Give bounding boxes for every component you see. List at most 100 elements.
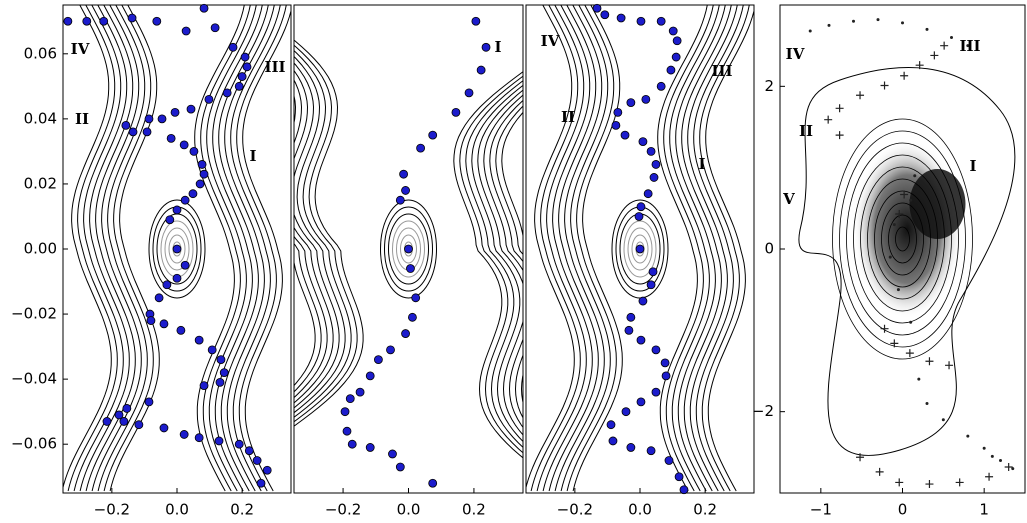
plus-marker: [824, 115, 833, 124]
dot-marker: [827, 23, 831, 27]
point: [146, 316, 156, 325]
point: [159, 319, 169, 329]
annotation: II: [561, 108, 575, 126]
contour: [459, 75, 523, 454]
plus-marker: [890, 339, 899, 348]
dot-marker: [966, 44, 970, 48]
point: [416, 143, 426, 153]
contour: [846, 142, 959, 336]
point: [613, 107, 623, 117]
point: [189, 146, 199, 156]
point: [219, 368, 229, 378]
point: [172, 244, 182, 254]
annotation: I: [249, 147, 256, 165]
y-tick-label: 0: [764, 240, 774, 258]
plus-marker: [900, 190, 909, 199]
contour: [242, 8, 291, 492]
point: [194, 433, 204, 443]
dot-marker: [896, 288, 900, 292]
annotation: I: [698, 155, 705, 173]
plus-marker: [985, 472, 994, 481]
point: [159, 423, 169, 433]
point: [180, 195, 190, 205]
point: [144, 114, 154, 124]
contours: [63, 5, 291, 492]
contour: [542, 5, 593, 492]
x-tick-label: 0.0: [628, 501, 652, 519]
contour: [705, 8, 754, 492]
dot-marker: [852, 19, 855, 23]
x-tick-label: 0.2: [693, 501, 717, 519]
point: [641, 94, 651, 104]
point: [636, 202, 646, 212]
point: [668, 26, 678, 36]
plus-marker: [925, 357, 934, 366]
y-tick-label: 0.02: [24, 174, 57, 192]
point: [166, 133, 176, 143]
dot-marker: [925, 402, 929, 406]
dot-marker: [909, 320, 913, 324]
contour: [536, 5, 587, 492]
point: [194, 335, 204, 345]
point: [102, 417, 112, 426]
point: [451, 107, 461, 117]
plus-marker: [915, 61, 924, 70]
contour: [109, 5, 160, 492]
contour: [548, 5, 599, 492]
point: [646, 446, 656, 456]
point: [464, 88, 474, 98]
point: [82, 16, 92, 26]
point: [199, 381, 209, 391]
point: [649, 173, 659, 182]
x-tick-label: 0.0: [397, 501, 421, 519]
contour: [465, 80, 523, 449]
point: [428, 130, 438, 140]
x-tick-label: 1: [979, 501, 989, 519]
contour: [294, 50, 352, 418]
point: [395, 462, 405, 472]
contour: [663, 5, 714, 492]
point: [99, 16, 109, 26]
y-tick-label: 2: [764, 77, 774, 95]
y-tick-label: −0.04: [11, 370, 57, 388]
contour: [218, 5, 269, 492]
plus-marker: [856, 453, 865, 462]
x-tick-label: −1: [810, 501, 832, 519]
y-tick-label: −2: [752, 402, 774, 420]
point: [365, 371, 375, 381]
x-tick-label: 0.2: [230, 501, 254, 519]
point: [165, 215, 175, 225]
point: [626, 312, 636, 322]
point: [471, 16, 481, 26]
point: [656, 81, 666, 91]
point: [636, 16, 646, 26]
point: [157, 114, 167, 124]
point: [679, 485, 689, 495]
point: [401, 186, 410, 195]
point: [234, 81, 244, 91]
dot-marker: [1011, 467, 1015, 471]
dot-marker: [982, 446, 986, 450]
plus-marker: [895, 210, 904, 219]
annotation: III: [711, 62, 732, 80]
point: [347, 439, 357, 449]
dot-marker: [925, 27, 929, 31]
point: [624, 325, 634, 335]
point: [626, 443, 636, 452]
contour: [526, 5, 575, 490]
shade: [909, 169, 966, 239]
contour: [164, 227, 190, 271]
point: [374, 355, 383, 365]
contour: [230, 5, 281, 492]
point: [127, 13, 137, 23]
plus-marker: [945, 361, 954, 370]
point: [355, 387, 365, 397]
annotation: I: [969, 157, 976, 175]
contour: [888, 214, 917, 264]
contour: [168, 234, 186, 264]
point: [661, 371, 671, 381]
point: [176, 325, 186, 335]
point: [651, 345, 661, 355]
contour: [669, 5, 720, 492]
contour: [566, 5, 617, 492]
